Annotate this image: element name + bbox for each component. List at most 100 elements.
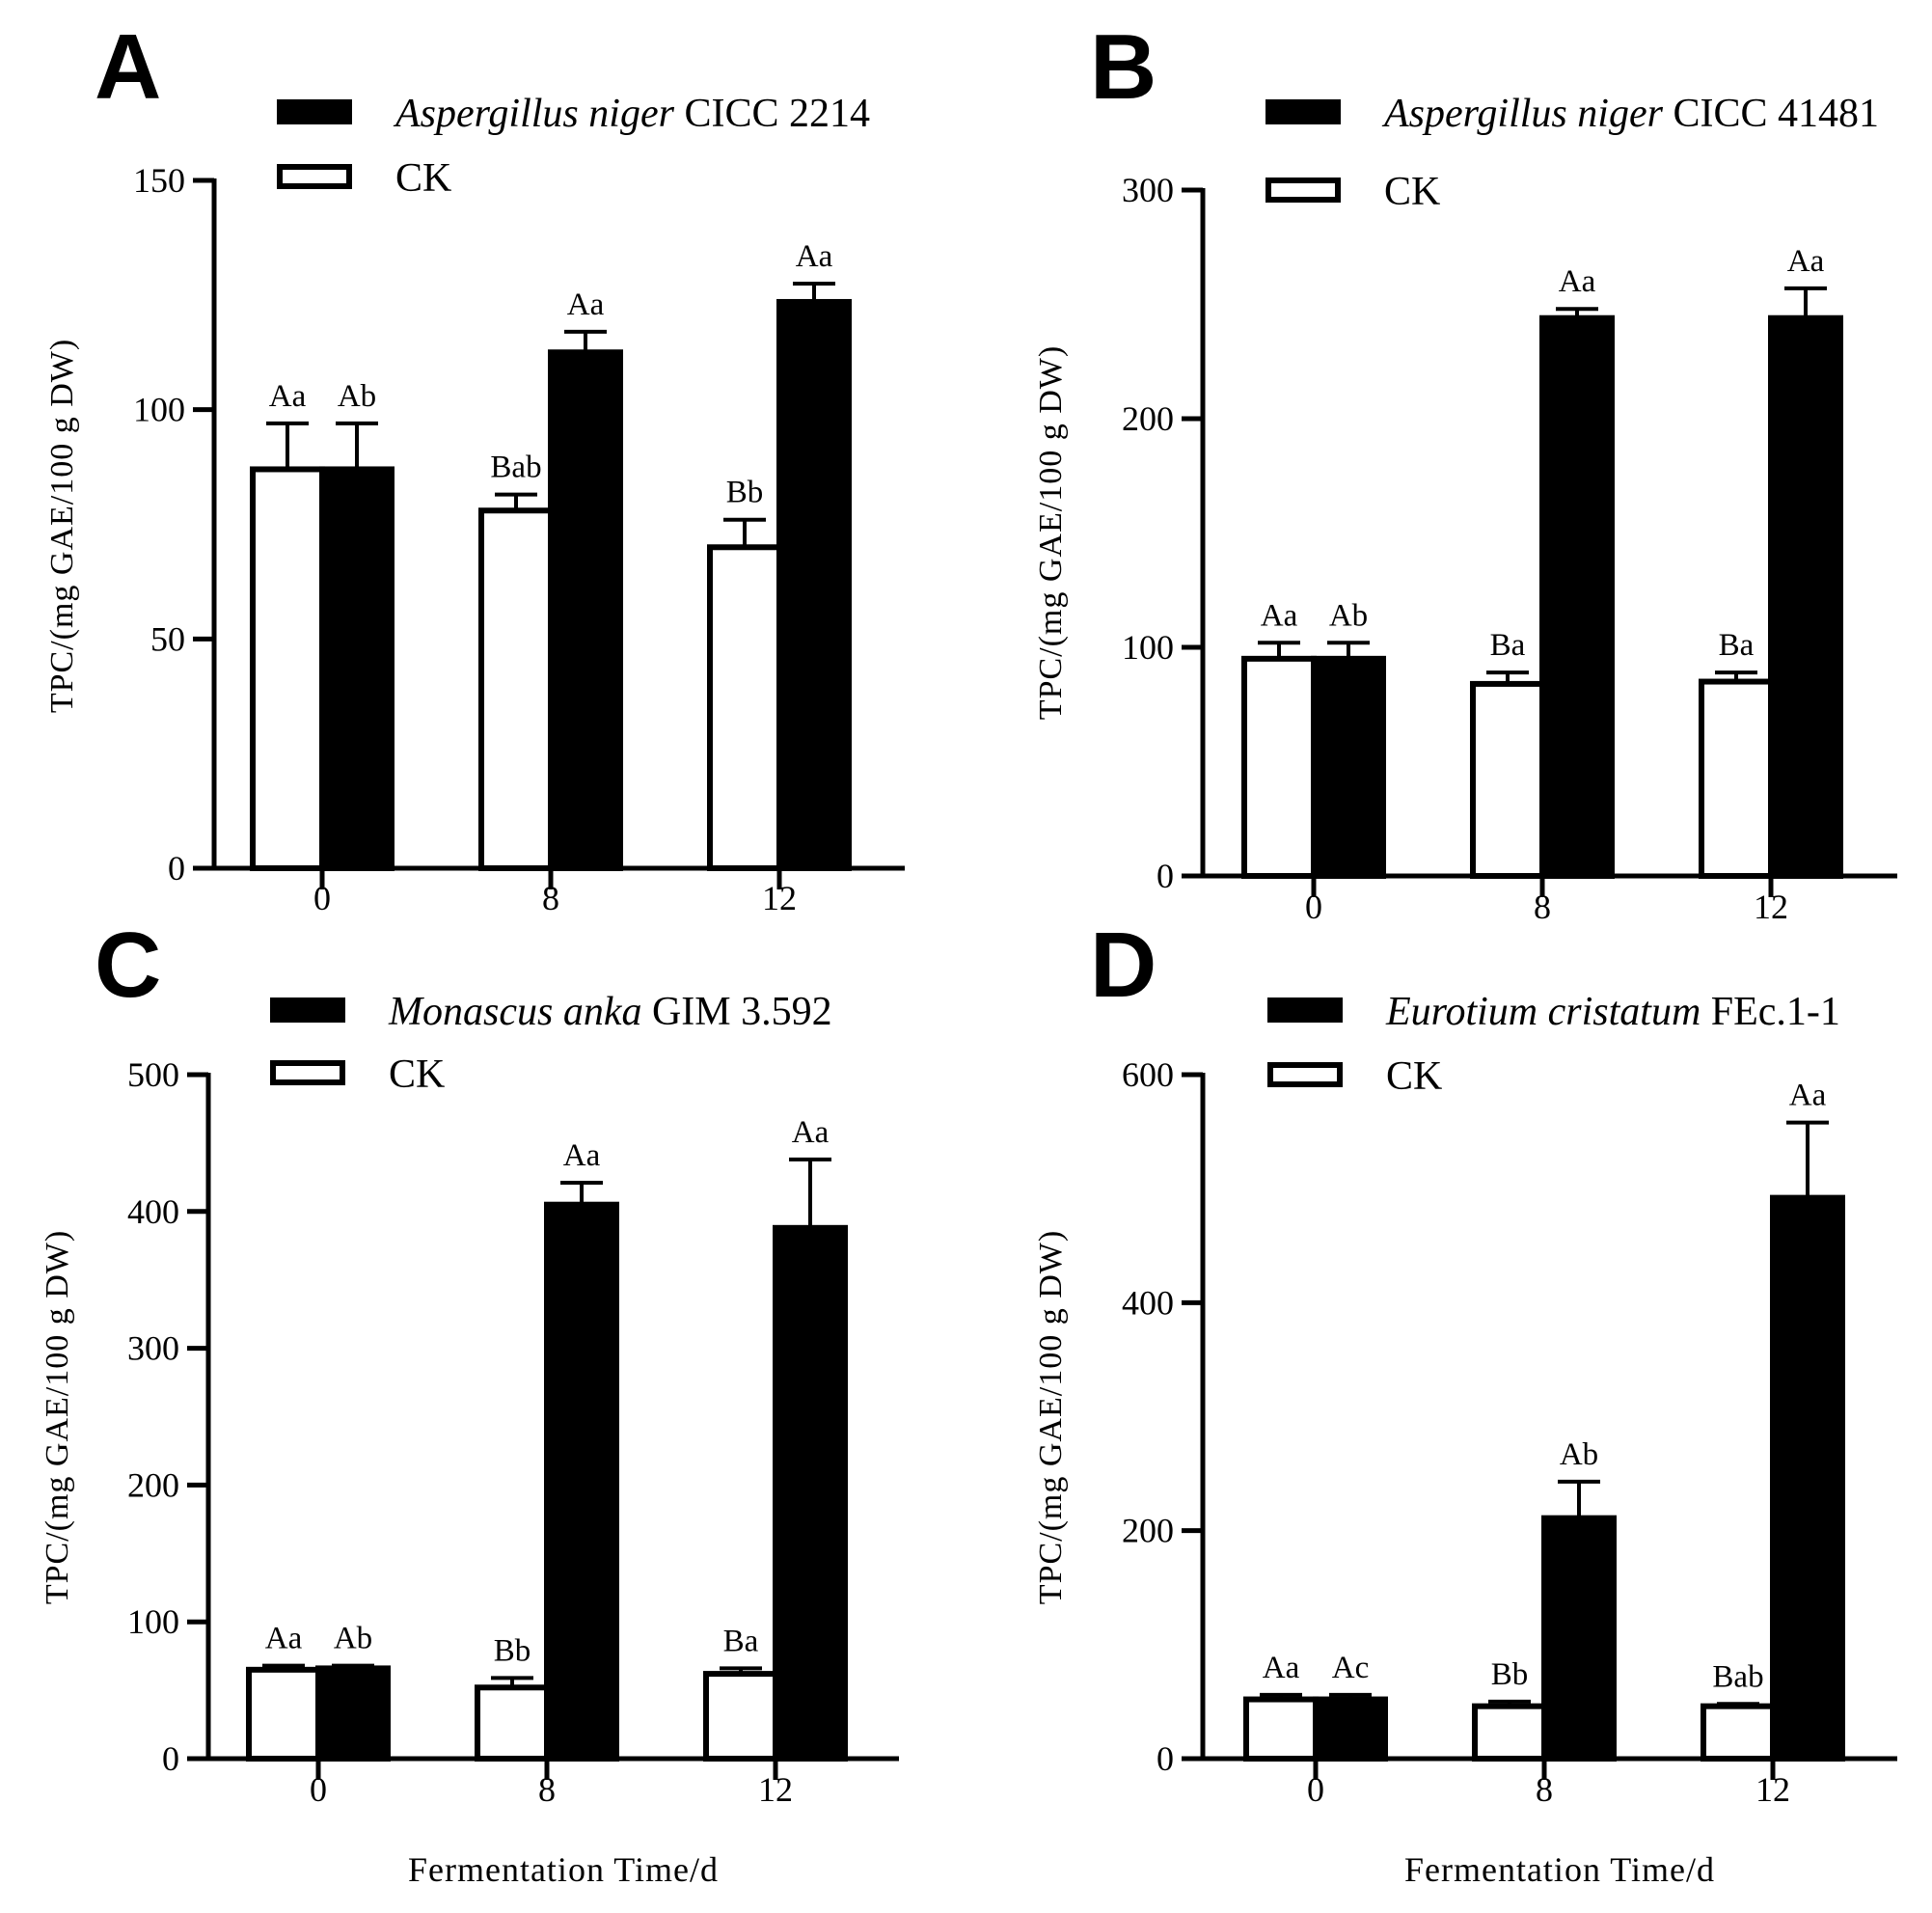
x-tick-label: 0	[1305, 888, 1322, 926]
panel-c: C 0 100 200 300 400 500 0 8 12 Aa Bb Ba Ab Aa Aa TPC/(m…	[40, 914, 899, 1889]
significance-label: Ab	[334, 1622, 372, 1656]
x-tick-label: 0	[310, 1770, 327, 1809]
y-tick-label: 0	[162, 1739, 179, 1778]
legend-label-ck: CK	[395, 156, 451, 201]
significance-label: Bb	[726, 476, 764, 510]
x-tick-label: 0	[313, 879, 331, 917]
bar-treatment	[776, 298, 852, 872]
bar-ck	[246, 1666, 321, 1762]
significance-label: Ba	[1719, 628, 1755, 663]
x-tick-label: 12	[1754, 888, 1788, 926]
significance-label: Ab	[338, 379, 376, 414]
bar-ck	[1470, 680, 1545, 879]
bar-ck	[703, 1671, 778, 1762]
panel-letter-d: D	[1090, 914, 1156, 1017]
y-tick-label: 0	[1156, 1739, 1174, 1778]
y-tick-label: 600	[1122, 1055, 1174, 1094]
bar-ck	[1701, 1703, 1776, 1762]
panel-a: A 0 50 100 150 0 8 12 Aa Bab Bb Ab Aa Aa TPC/(mg GAE/…	[44, 15, 905, 917]
y-axis-label: TPC/(mg GAE/100 g DW)	[1033, 345, 1069, 720]
bar-ck	[1472, 1703, 1547, 1762]
panel-letter-a: A	[95, 15, 161, 119]
significance-label: Ab	[1329, 598, 1368, 633]
plot-area-c: 0 100 200 300 400 500 0 8 12 Aa Bb Ba Ab Aa Aa TPC/(mg …	[40, 990, 899, 1889]
legend-swatch-ck	[1265, 178, 1341, 203]
y-tick-label: 100	[1122, 628, 1174, 667]
bar-treatment	[1770, 1194, 1845, 1762]
significance-label: Ba	[723, 1624, 759, 1658]
y-tick-label: 150	[133, 161, 185, 200]
significance-label: Aa	[1789, 1079, 1827, 1113]
legend-label-treatment: Aspergillus niger CICC 41481	[1381, 92, 1879, 136]
x-tick-label: 12	[758, 1770, 793, 1809]
significance-label: Bab	[490, 451, 541, 485]
bar-treatment	[1768, 314, 1843, 880]
x-tick-label: 12	[762, 879, 797, 917]
bar-ck	[707, 544, 782, 871]
bar-treatment	[773, 1224, 848, 1763]
x-axis-label: Fermentation Time/d	[408, 1850, 719, 1889]
y-tick-label: 100	[127, 1602, 179, 1641]
x-tick-label: 8	[1536, 1770, 1553, 1809]
panel-b: B 0 100 200 300 0 8 12 Aa Ba Ba Ab Aa Aa TPC/(mg GAE/…	[1033, 15, 1897, 926]
significance-label: Aa	[792, 1115, 830, 1150]
significance-label: Aa	[1559, 264, 1596, 299]
y-tick-label: 0	[1156, 857, 1174, 895]
legend-label-treatment: Eurotium cristatum FEc.1-1	[1385, 990, 1840, 1034]
bar-ck	[475, 1684, 550, 1763]
legend-label-ck: CK	[1386, 1054, 1442, 1099]
legend-label-ck: CK	[1384, 170, 1440, 214]
legend-swatch-ck	[270, 1060, 345, 1085]
y-axis-label: TPC/(mg GAE/100 g DW)	[1033, 1230, 1069, 1604]
y-axis-label: TPC/(mg GAE/100 g DW)	[44, 339, 80, 713]
y-tick-label: 500	[127, 1055, 179, 1094]
panel-letter-b: B	[1090, 15, 1156, 119]
bar-ck	[1243, 1696, 1319, 1763]
legend-swatch-treatment	[1267, 997, 1343, 1023]
significance-label: Ab	[1560, 1437, 1598, 1472]
significance-label: Aa	[1787, 244, 1825, 279]
y-axis-label: TPC/(mg GAE/100 g DW)	[40, 1230, 75, 1604]
bar-treatment	[1539, 314, 1615, 880]
legend-label-treatment: Aspergillus niger CICC 2214	[393, 92, 870, 136]
y-tick-label: 200	[127, 1465, 179, 1504]
y-tick-label: 200	[1122, 399, 1174, 438]
panel-letter-c: C	[95, 914, 161, 1017]
bar-ck	[250, 466, 325, 871]
x-axis-label: Fermentation Time/d	[1404, 1850, 1715, 1889]
significance-label: Aa	[796, 239, 833, 274]
bar-ck	[478, 507, 554, 871]
y-tick-label: 0	[168, 849, 185, 888]
significance-label: Aa	[265, 1622, 303, 1656]
bar-treatment	[319, 466, 395, 871]
x-tick-label: 8	[1534, 888, 1551, 926]
y-tick-label: 50	[150, 619, 185, 658]
bar-treatment	[315, 1665, 391, 1762]
y-tick-label: 200	[1122, 1512, 1174, 1550]
y-tick-label: 100	[133, 391, 185, 429]
bar-treatment	[1313, 1696, 1388, 1763]
plot-area-d: 0 200 400 600 0 8 12 Aa Bb Bab Ac Ab Aa TPC/(mg GAE/1…	[1033, 990, 1897, 1889]
significance-label: Ba	[1490, 628, 1526, 663]
bar-treatment	[544, 1201, 619, 1762]
legend-swatch-ck	[277, 164, 352, 189]
y-tick-label: 400	[127, 1192, 179, 1231]
x-tick-label: 8	[542, 879, 559, 917]
bar-ck	[1241, 655, 1317, 879]
plot-area-a: 0 50 100 150 0 8 12 Aa Bab Bb Ab Aa Aa TPC/(mg GAE/10…	[44, 92, 905, 917]
significance-label: Aa	[1261, 598, 1298, 633]
legend-label-treatment: Monascus anka GIM 3.592	[388, 990, 832, 1034]
legend-label-ck: CK	[389, 1052, 445, 1097]
significance-label: Aa	[563, 1138, 601, 1173]
x-tick-label: 0	[1307, 1770, 1324, 1809]
bar-treatment	[1311, 655, 1386, 879]
bar-treatment	[548, 349, 623, 871]
significance-label: Bab	[1712, 1659, 1763, 1694]
legend-swatch-treatment	[277, 99, 352, 124]
significance-label: Aa	[269, 379, 307, 414]
legend-swatch-ck	[1267, 1062, 1343, 1087]
x-tick-label: 8	[538, 1770, 556, 1809]
legend-swatch-treatment	[1265, 99, 1341, 124]
significance-label: Aa	[567, 287, 605, 322]
